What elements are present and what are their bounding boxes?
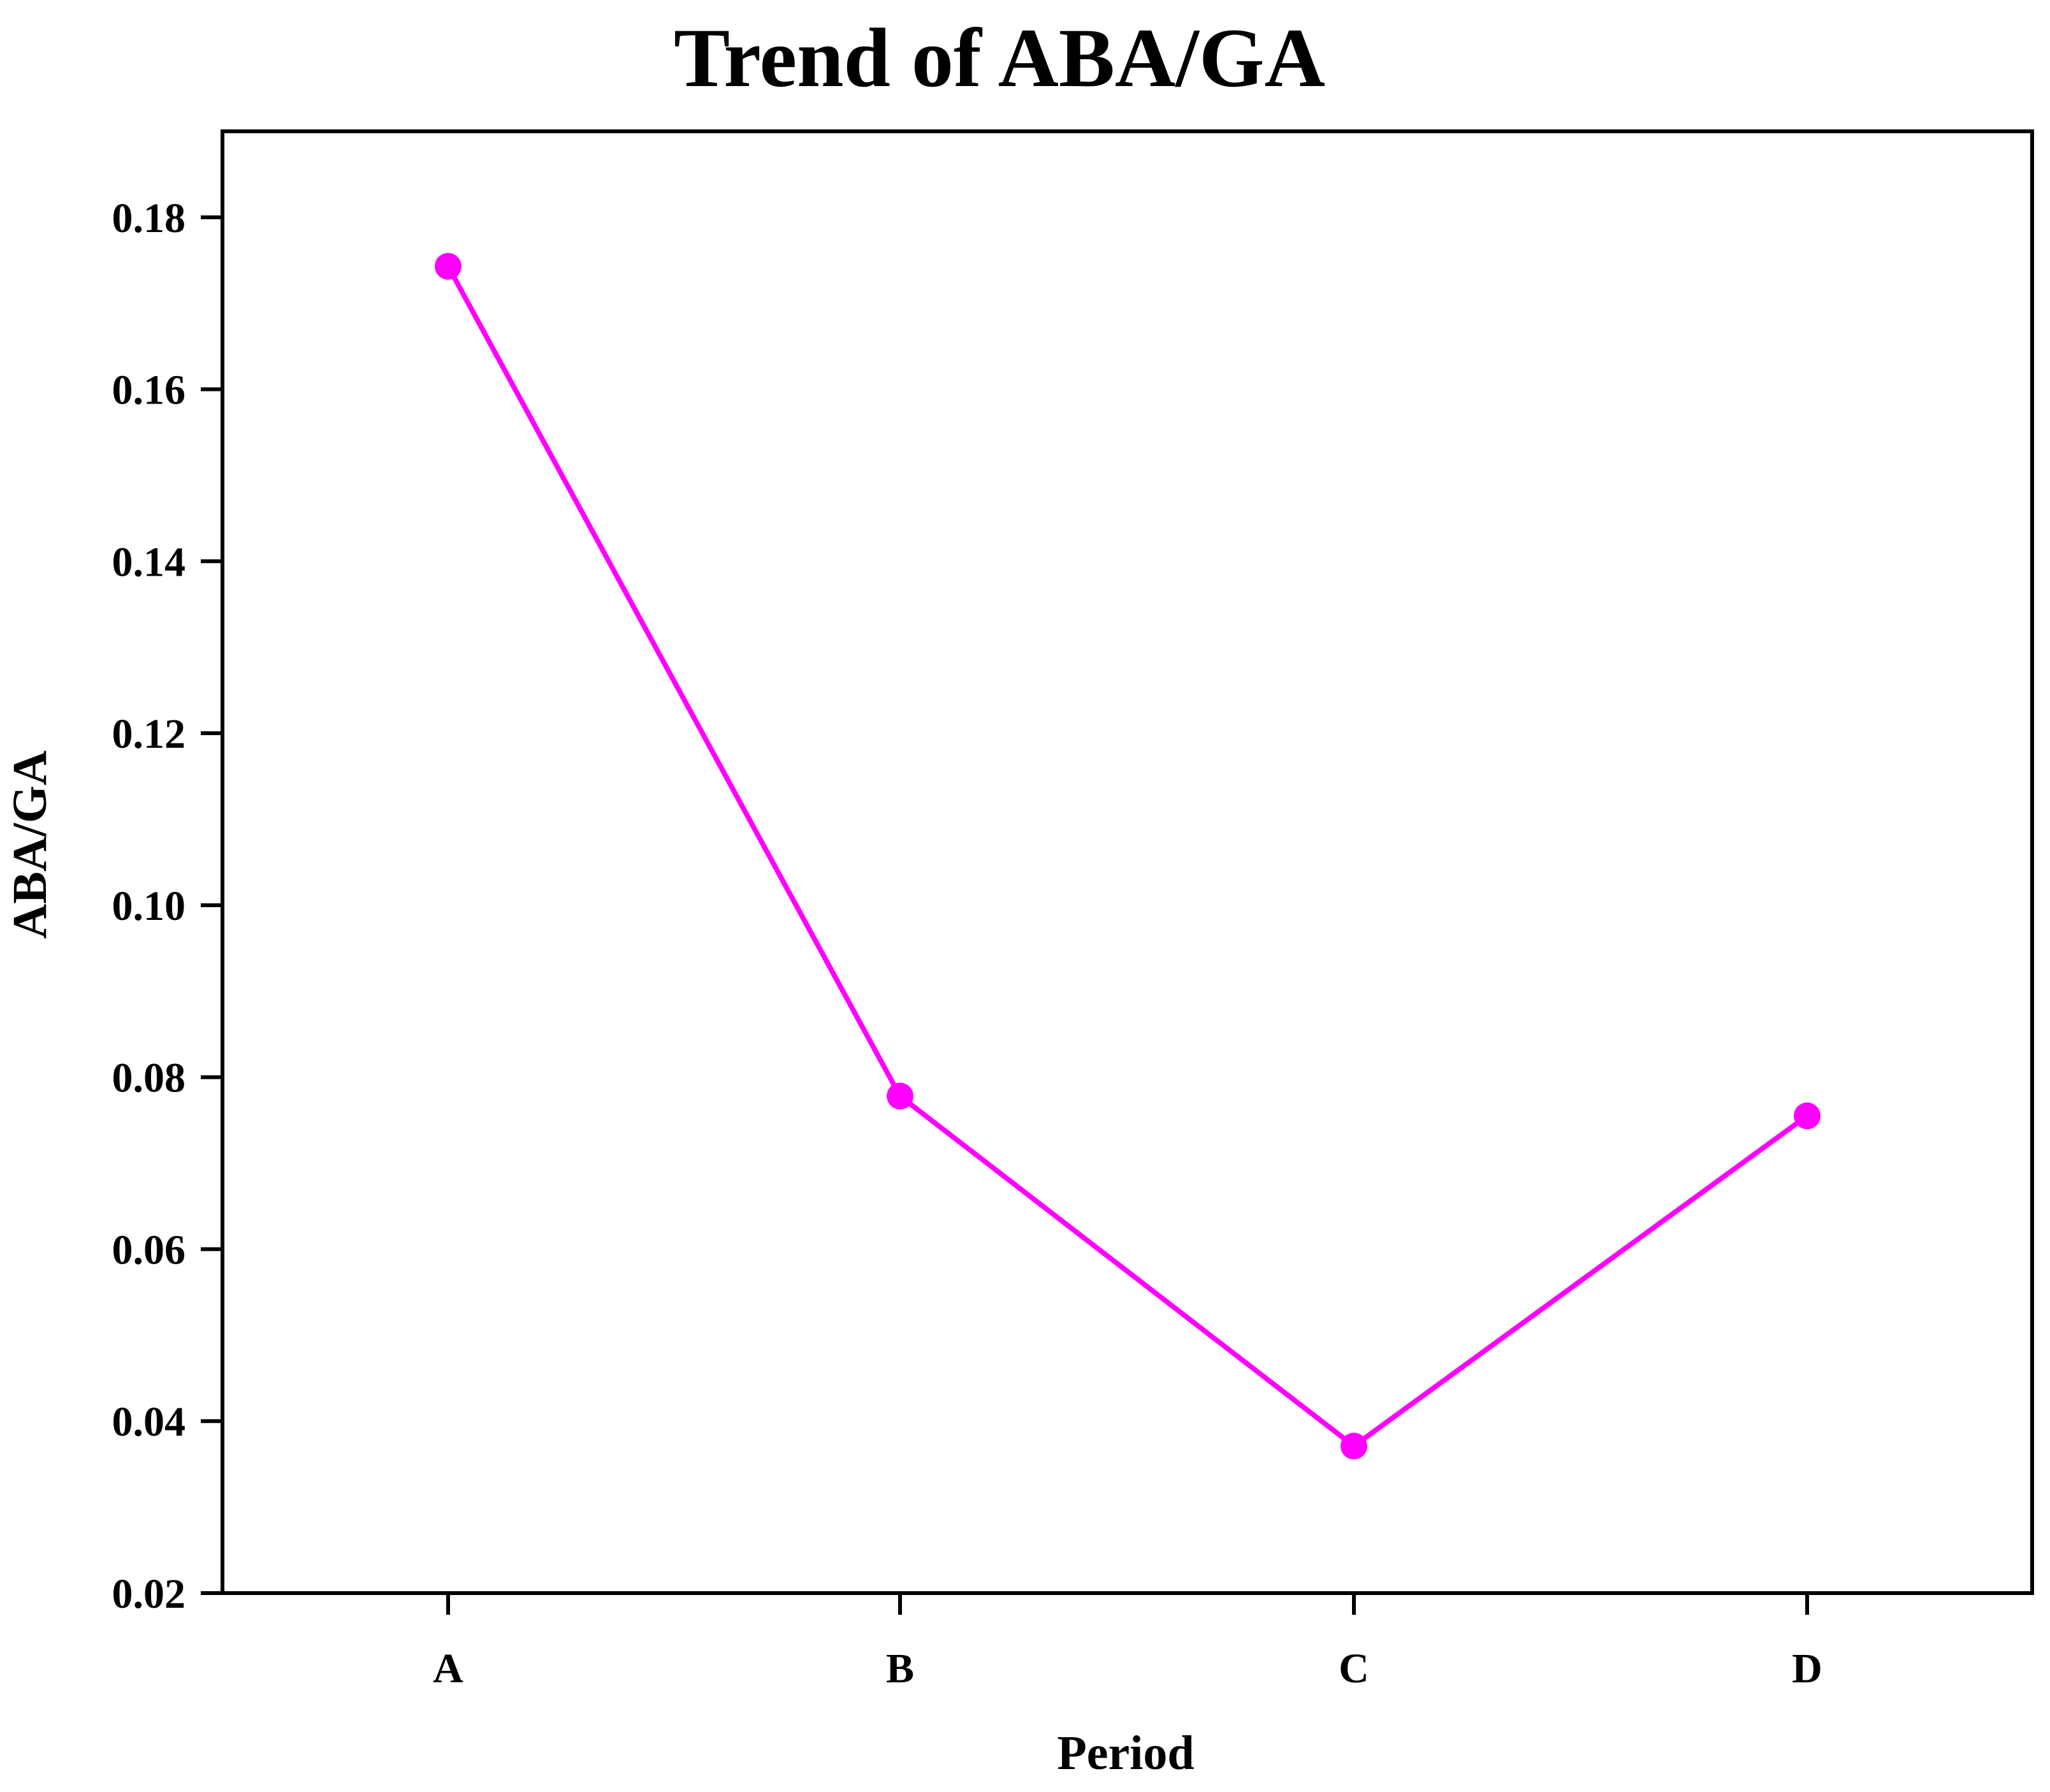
plot-frame <box>221 129 2034 1595</box>
y-tick-label: 0.04 <box>112 1399 186 1445</box>
x-axis-label: Period <box>1057 1726 1194 1780</box>
y-tick-label: 0.12 <box>112 711 186 757</box>
data-point <box>887 1082 913 1110</box>
x-axis-ticks: A B C D <box>433 1593 1822 1692</box>
x-tick-label: B <box>886 1645 914 1692</box>
y-axis-ticks: 0.02 0.04 0.06 0.08 0.10 0.12 0.14 0.16 0.18 <box>112 195 222 1617</box>
y-tick-label: 0.16 <box>112 367 186 414</box>
y-tick-label: 0.18 <box>112 195 186 242</box>
data-point <box>1341 1432 1367 1460</box>
x-tick-label: D <box>1792 1645 1822 1692</box>
series-line <box>446 263 1810 1449</box>
y-tick-label: 0.10 <box>112 883 186 929</box>
y-axis-label: ABA/GA <box>3 750 57 939</box>
series-layer <box>435 252 1821 1460</box>
y-tick-label: 0.14 <box>112 539 186 585</box>
data-point <box>435 252 462 280</box>
y-tick-label: 0.02 <box>112 1571 186 1617</box>
x-tick-label: A <box>433 1645 463 1692</box>
y-tick-label: 0.06 <box>112 1227 186 1273</box>
x-tick-label: C <box>1339 1645 1369 1692</box>
chart-title: Trend of ABA/GA <box>674 11 1325 105</box>
data-point <box>1794 1102 1821 1130</box>
y-tick-label: 0.08 <box>112 1055 186 1102</box>
